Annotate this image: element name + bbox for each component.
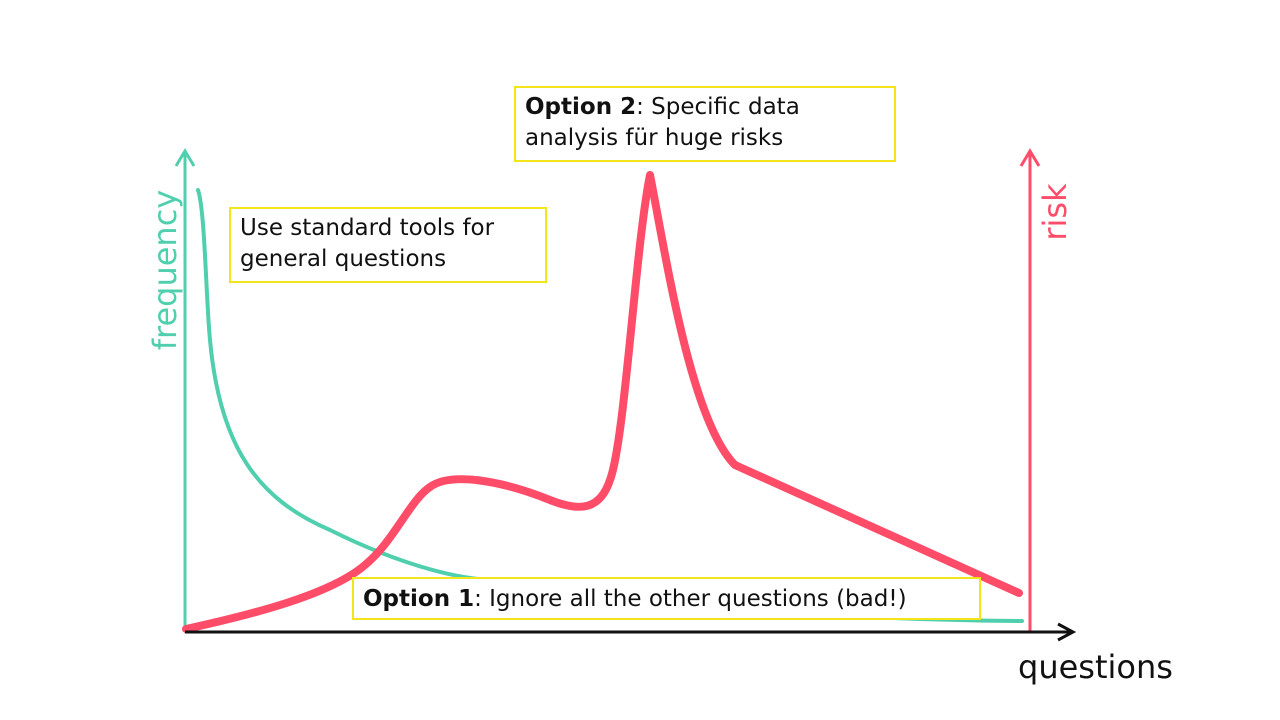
note-standard-tools: Use standard tools for general questions [229,207,547,283]
note-option-1-text: : Ignore all the other questions (bad!) [474,586,907,612]
questions-axis-arrowhead [1057,622,1077,642]
risk-axis-arrowhead [1019,148,1041,167]
questions-axis-label: questions [1018,648,1173,686]
note-option-1: Option 1: Ignore all the other questions… [352,577,981,620]
note-option-1-title: Option 1 [363,586,475,612]
note-option-2-title: Option 2 [525,94,637,120]
risk-axis-label: risk [1036,183,1074,241]
frequency-axis-arrowhead [174,148,196,167]
frequency-axis-label: frequency [146,189,184,351]
risk-curve [182,171,1023,633]
note-option-2-text: : Specific data analysis für huge risks [525,94,800,151]
note-option-2: Option 2: Specific data analysis für hug… [514,86,896,162]
note-standard-tools-text: Use standard tools for general questions [240,215,495,272]
